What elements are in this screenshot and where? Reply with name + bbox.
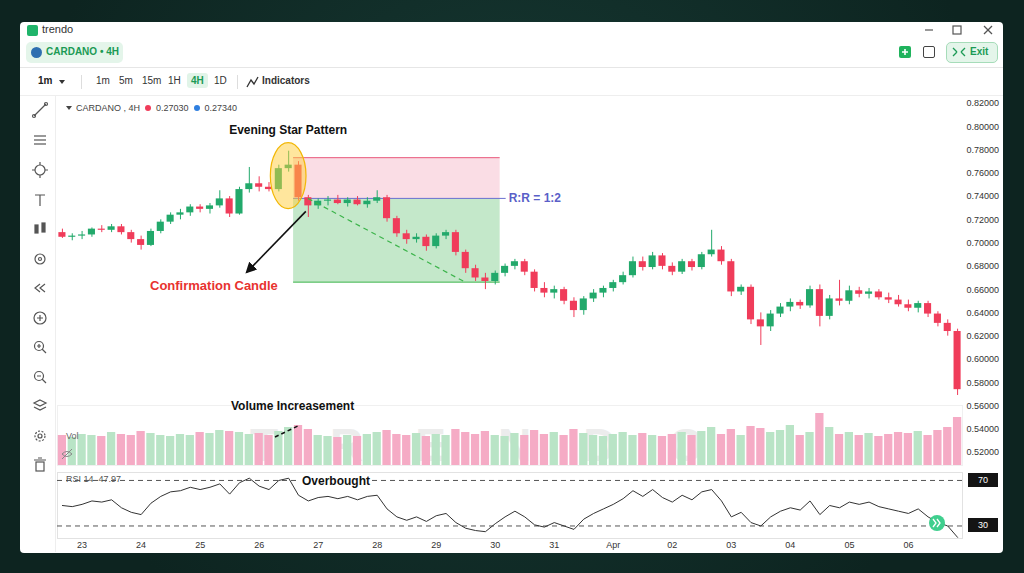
svg-text:0.52000: 0.52000: [967, 447, 1000, 457]
svg-text:0.58000: 0.58000: [967, 378, 1000, 388]
html-text:Overbought: Overbought: [302, 474, 370, 488]
svg-text:29: 29: [431, 540, 441, 550]
html-text:Volume Increasement: Volume Increasement: [231, 399, 355, 413]
svg-text:31: 31: [549, 540, 559, 550]
html-text:5m: 5m: [119, 75, 133, 86]
html-text:CARDANO • 4H: CARDANO • 4H: [46, 46, 119, 57]
html-text:Exit: Exit: [970, 46, 989, 57]
svg-text:0.74000: 0.74000: [967, 191, 1000, 201]
html-text:Indicators: Indicators: [262, 75, 310, 86]
svg-text:0.80000: 0.80000: [967, 122, 1000, 132]
html-text:1m: 1m: [96, 75, 110, 86]
svg-text:03: 03: [726, 540, 736, 550]
html-text:0.27030: 0.27030: [156, 103, 189, 113]
svg-text:27: 27: [313, 540, 323, 550]
svg-text:0.60000: 0.60000: [967, 354, 1000, 364]
html-text:15m: 15m: [142, 75, 162, 86]
svg-text:0.76000: 0.76000: [967, 168, 1000, 178]
svg-text:0.66000: 0.66000: [967, 285, 1000, 295]
html-text:0.27340: 0.27340: [204, 103, 238, 113]
svg-text:24: 24: [136, 540, 146, 550]
svg-text:0.68000: 0.68000: [967, 261, 1000, 271]
html-text:TRENDO: TRENDO: [250, 419, 757, 471]
html-text:70: 70: [978, 475, 988, 485]
svg-text:30: 30: [490, 540, 500, 550]
html-text:R:R = 1:2: R:R = 1:2: [508, 191, 561, 206]
svg-text:0.82000: 0.82000: [967, 98, 1000, 108]
svg-text:0.56000: 0.56000: [967, 401, 1000, 411]
html-text:1H: 1H: [168, 75, 181, 86]
svg-text:05: 05: [844, 540, 854, 550]
html-text:Evening Star Pattern: Evening Star Pattern: [229, 123, 348, 137]
html-text:CARDANO , 4H: CARDANO , 4H: [76, 103, 140, 113]
svg-text:06: 06: [903, 540, 913, 550]
svg-text:0.70000: 0.70000: [967, 238, 1000, 248]
svg-text:28: 28: [372, 540, 382, 550]
svg-text:26: 26: [254, 540, 264, 550]
html-text:1D: 1D: [214, 75, 227, 86]
svg-text:0.64000: 0.64000: [967, 308, 1000, 318]
svg-text:0.62000: 0.62000: [967, 331, 1000, 341]
svg-text:04: 04: [785, 540, 795, 550]
html-text:trendo: trendo: [42, 23, 74, 35]
svg-text:0.54000: 0.54000: [967, 424, 1000, 434]
html-text:4H: 4H: [191, 75, 204, 86]
html-text:Confirmation Candle: Confirmation Candle: [150, 278, 278, 293]
svg-text:02: 02: [667, 540, 677, 550]
html-text:30: 30: [978, 520, 988, 531]
svg-text:0.72000: 0.72000: [967, 215, 1000, 225]
html-text:47.97: 47.97: [98, 474, 121, 484]
html-text:RSI 14: RSI 14: [66, 474, 94, 484]
svg-text:25: 25: [195, 540, 205, 550]
html-text:Vol: Vol: [66, 431, 79, 441]
svg-text:Apr: Apr: [606, 540, 620, 550]
html-text:1m: 1m: [38, 75, 53, 86]
svg-text:0.78000: 0.78000: [967, 145, 1000, 155]
svg-text:23: 23: [77, 540, 87, 550]
